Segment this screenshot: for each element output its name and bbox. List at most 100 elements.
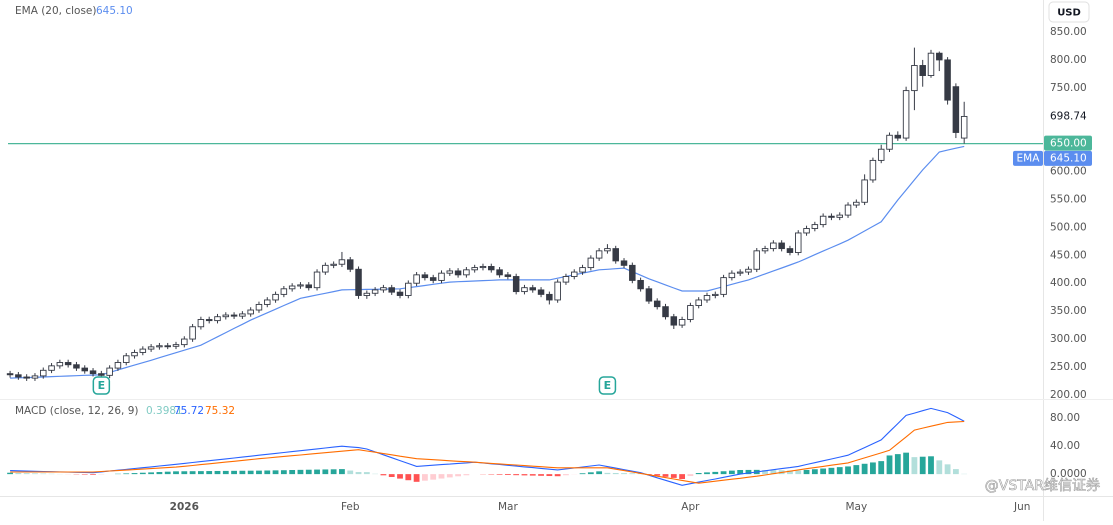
- candle-body: [231, 315, 237, 316]
- histogram-bar: [264, 470, 270, 474]
- candle-body: [563, 277, 569, 283]
- histogram-bar: [729, 471, 735, 474]
- histogram-bar: [447, 474, 453, 477]
- last-price-label: 698.74: [1050, 110, 1087, 122]
- candle-body: [298, 285, 304, 286]
- candle-body: [654, 301, 660, 307]
- histogram-bar: [895, 454, 901, 474]
- candle-body: [190, 327, 196, 339]
- candle-body: [165, 346, 171, 347]
- histogram-bar: [870, 462, 876, 474]
- candle-body: [422, 275, 428, 278]
- candle-body: [513, 277, 519, 292]
- candle-body: [339, 260, 345, 264]
- candle-body: [895, 135, 901, 138]
- x-tick-label: 2026: [170, 501, 199, 513]
- candle-body: [16, 375, 22, 377]
- histogram-bar: [912, 457, 918, 474]
- candle-body: [878, 149, 884, 160]
- candle-body: [961, 116, 967, 138]
- histogram-bar: [231, 471, 237, 474]
- candle-body: [389, 288, 395, 292]
- candle-body: [182, 339, 188, 345]
- y-tick-label: 500.00: [1050, 221, 1087, 233]
- histogram-bar: [804, 470, 810, 474]
- candle-body: [945, 60, 951, 100]
- histogram-bar: [422, 474, 428, 481]
- histogram-bar: [364, 472, 370, 474]
- candle-body: [771, 243, 777, 249]
- histogram-bar: [132, 473, 138, 474]
- candle-body: [862, 180, 868, 202]
- candle-body: [704, 295, 710, 299]
- candle-body: [248, 310, 254, 314]
- histogram-bar: [555, 474, 561, 476]
- histogram-bar: [455, 474, 461, 476]
- candle-body: [762, 249, 768, 251]
- candle-body: [538, 290, 544, 294]
- candle-body: [223, 315, 229, 317]
- candle-body: [123, 356, 129, 363]
- histogram-bar: [397, 474, 403, 478]
- candle-body: [621, 261, 627, 265]
- candle-body: [787, 249, 793, 253]
- macd-legend-macd: 75.72: [174, 405, 204, 417]
- candle-body: [613, 249, 619, 261]
- candle-body: [356, 269, 362, 295]
- candle-body: [381, 288, 387, 290]
- histogram-bar: [181, 471, 187, 474]
- histogram-bar: [663, 474, 669, 477]
- histogram-bar: [314, 470, 320, 475]
- candle-body: [157, 346, 163, 347]
- histogram-bar: [530, 474, 536, 475]
- histogram-bar: [347, 471, 353, 475]
- histogram-bar: [322, 469, 328, 474]
- candle-body: [49, 366, 55, 370]
- y-tick-label: 400.00: [1050, 277, 1087, 289]
- macd-legend-title: MACD (close, 12, 26, 9): [15, 405, 138, 417]
- candle-body: [273, 294, 279, 300]
- candle-body: [430, 278, 436, 281]
- histogram-bar: [795, 471, 801, 474]
- histogram-bar: [513, 474, 519, 475]
- histogram-bar: [289, 470, 295, 474]
- histogram-bar: [505, 474, 511, 475]
- x-tick-label: Jun: [1013, 501, 1030, 513]
- candle-body: [555, 282, 561, 300]
- candle-body: [314, 272, 320, 288]
- candle-body: [804, 229, 810, 233]
- histogram-bar: [679, 474, 685, 479]
- candle-body: [903, 91, 909, 138]
- histogram-bar: [945, 464, 951, 474]
- price-line-label: 650.00: [1050, 138, 1087, 150]
- histogram-bar: [223, 471, 229, 474]
- candle-body: [497, 270, 503, 275]
- candle-body: [331, 264, 337, 265]
- candle-body: [206, 320, 212, 321]
- candle-body: [721, 278, 727, 295]
- histogram-bar: [903, 453, 909, 474]
- candle-body: [439, 273, 445, 280]
- candle-body: [530, 288, 536, 290]
- y-tick-label: 800.00: [1050, 54, 1087, 66]
- histogram-bar: [256, 471, 262, 474]
- histogram-bar: [687, 474, 693, 476]
- ema-tag: EMA: [1017, 152, 1041, 164]
- candle-body: [729, 273, 735, 277]
- watermark: @VSTAR维信证券: [985, 478, 1100, 494]
- histogram-bar: [812, 469, 818, 474]
- candle-body: [323, 265, 329, 272]
- candle-body: [837, 215, 843, 217]
- candle-body: [372, 290, 378, 293]
- histogram-bar: [331, 469, 337, 474]
- currency: USD: [1057, 8, 1081, 19]
- candle-body: [24, 377, 30, 378]
- candle-body: [406, 283, 412, 295]
- histogram-bar: [356, 472, 362, 474]
- histogram-bar: [405, 474, 411, 480]
- candle-body: [148, 347, 154, 349]
- ema-legend-value: 645.10: [96, 5, 133, 17]
- histogram-bar: [430, 474, 436, 480]
- candle-body: [132, 352, 138, 355]
- candle-body: [82, 368, 88, 371]
